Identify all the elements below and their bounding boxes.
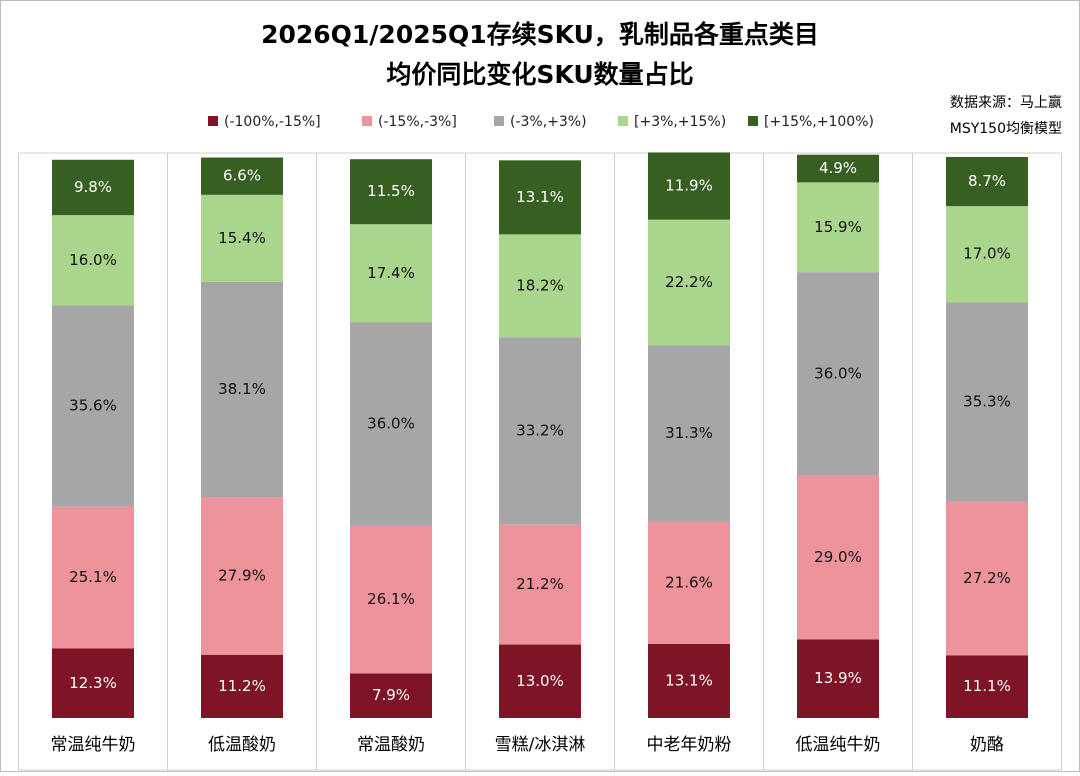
- legend-label: (-15%,-3%]: [378, 114, 457, 130]
- bar-segment: [350, 322, 432, 526]
- data-label: 12.3%: [69, 674, 117, 692]
- data-label: 36.0%: [367, 415, 415, 433]
- legend-swatch: [494, 116, 504, 126]
- legend-swatch: [208, 116, 218, 126]
- data-label: 13.1%: [665, 671, 713, 689]
- bar-segment: [201, 194, 283, 282]
- bar-segment: [52, 159, 134, 216]
- data-label: 27.9%: [218, 566, 266, 584]
- legend-swatch: [618, 116, 628, 126]
- data-label: 13.9%: [814, 669, 862, 687]
- bar-segment: [52, 648, 134, 718]
- legend-label: (-3%,+3%): [510, 114, 587, 130]
- data-label: 27.2%: [963, 569, 1011, 587]
- data-label: 4.9%: [819, 159, 857, 177]
- x-tick-label: 雪糕/冰淇淋: [495, 735, 586, 755]
- data-label: 8.7%: [968, 172, 1006, 190]
- bar-segment: [797, 182, 879, 273]
- chart-title: 2026Q1/2025Q1存续SKU，乳制品各重点类目: [261, 20, 819, 49]
- x-tick-label: 奶酪: [970, 735, 1004, 755]
- bar-segment: [52, 215, 134, 306]
- bar-segment: [201, 281, 283, 498]
- bar-segment: [499, 644, 581, 718]
- data-label: 35.6%: [69, 397, 117, 415]
- x-tick-label: 低温纯牛奶: [796, 735, 881, 755]
- data-label: 35.3%: [963, 392, 1011, 410]
- data-label: 29.0%: [814, 548, 862, 566]
- data-label: 31.3%: [665, 424, 713, 442]
- data-label: 11.1%: [963, 677, 1011, 695]
- bar-segment: [648, 152, 730, 220]
- data-label: 17.0%: [963, 245, 1011, 263]
- data-label: 21.2%: [516, 575, 564, 593]
- legend-swatch: [362, 116, 372, 126]
- bar-segment: [499, 234, 581, 338]
- bar-segment: [350, 673, 432, 718]
- data-label: 15.4%: [218, 229, 266, 247]
- bar-segment: [52, 305, 134, 507]
- legend-label: (-100%,-15%]: [224, 114, 321, 130]
- data-label: 26.1%: [367, 590, 415, 608]
- bar-segment: [201, 654, 283, 718]
- plot-frame: [18, 152, 1062, 771]
- bar-segment: [797, 639, 879, 718]
- bar-segment: [52, 506, 134, 649]
- bar-segment: [350, 159, 432, 225]
- x-tick-label: 常温纯牛奶: [51, 735, 136, 755]
- bar-segment: [797, 475, 879, 640]
- bar-segment: [946, 501, 1028, 656]
- data-label: 11.9%: [665, 177, 713, 195]
- bar-segment: [350, 224, 432, 323]
- bar-segment: [499, 337, 581, 525]
- data-label: 18.2%: [516, 276, 564, 294]
- legend-swatch: [748, 116, 758, 126]
- bar-segment: [946, 655, 1028, 718]
- x-tick-label: 低温酸奶: [208, 735, 276, 755]
- data-label: 22.2%: [665, 273, 713, 291]
- bar-segment: [648, 643, 730, 718]
- data-label: 11.5%: [367, 182, 415, 200]
- bar-segment: [797, 272, 879, 476]
- data-label: 17.4%: [367, 264, 415, 282]
- data-label: 25.1%: [69, 568, 117, 586]
- chart-title: 均价同比变化SKU数量占比: [386, 60, 693, 89]
- bar-segment: [201, 497, 283, 655]
- data-label: 15.9%: [814, 218, 862, 236]
- bar-segment: [946, 156, 1028, 207]
- data-label: 6.6%: [223, 167, 261, 185]
- bar-segment: [648, 345, 730, 522]
- bar-segment: [499, 160, 581, 235]
- bar-segment: [350, 525, 432, 674]
- x-tick-label: 常温酸奶: [357, 735, 425, 755]
- bar-segment: [201, 157, 283, 195]
- data-label: 21.6%: [665, 573, 713, 591]
- bar-segment: [648, 521, 730, 644]
- legend-label: [+15%,+100%): [764, 114, 874, 130]
- data-label: 16.0%: [69, 251, 117, 269]
- bar-segment: [499, 524, 581, 645]
- bar-segment: [797, 154, 879, 183]
- data-label: 33.2%: [516, 421, 564, 439]
- annotation: MSY150均衡模型: [950, 121, 1062, 137]
- bar-segment: [946, 206, 1028, 303]
- data-label: 13.1%: [516, 188, 564, 206]
- annotation: 数据来源：马上赢: [950, 94, 1062, 111]
- data-label: 9.8%: [74, 178, 112, 196]
- data-label: 36.0%: [814, 364, 862, 382]
- data-label: 38.1%: [218, 380, 266, 398]
- data-label: 7.9%: [372, 686, 410, 704]
- bar-segment: [648, 219, 730, 346]
- bar-segment: [946, 302, 1028, 502]
- data-label: 13.0%: [516, 672, 564, 690]
- x-tick-label: 中老年奶粉: [647, 735, 732, 755]
- data-label: 11.2%: [218, 677, 266, 695]
- legend-label: [+3%,+15%): [634, 114, 726, 130]
